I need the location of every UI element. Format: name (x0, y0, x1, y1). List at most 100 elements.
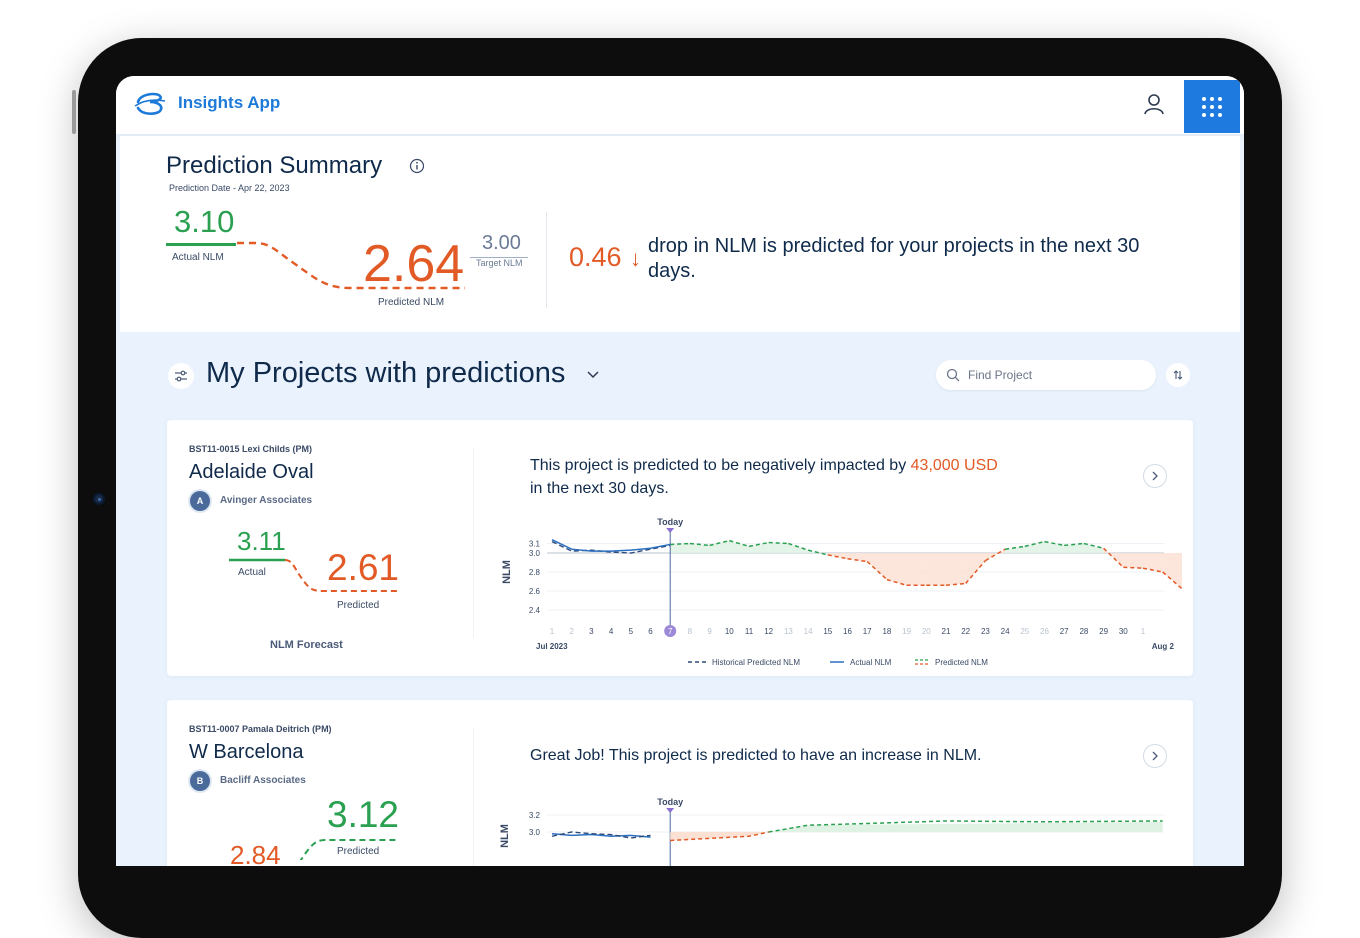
today-marker-icon (666, 528, 675, 533)
info-icon[interactable] (409, 158, 425, 174)
find-project-input[interactable] (968, 366, 1144, 384)
sort-arrows-icon (1173, 370, 1183, 380)
prediction-area-segment (1083, 543, 1104, 553)
x-tick-label: 24 (1001, 627, 1010, 636)
prediction-area-segment (749, 542, 769, 553)
sliders-icon (175, 370, 187, 382)
project-actual-value: 2.84 (230, 840, 281, 866)
x-tick-label: 27 (1060, 627, 1069, 636)
projects-section-title[interactable]: My Projects with predictions (206, 357, 566, 389)
grid-icon (1202, 96, 1222, 117)
drop-message: drop in NLM is predicted for your projec… (648, 235, 1140, 282)
x-tick-label: 26 (1040, 627, 1049, 636)
project-actual-label: Actual (238, 567, 266, 578)
y-tick-label: 2.6 (529, 587, 541, 596)
project-name[interactable]: W Barcelona (189, 741, 304, 763)
apps-menu-button[interactable] (1184, 80, 1240, 133)
y-axis-label: NLM (501, 560, 513, 584)
predicted-nlm-segment (709, 539, 730, 547)
project-trend-line (299, 839, 398, 860)
filter-button[interactable] (168, 363, 194, 389)
x-tick-label: 30 (1119, 627, 1128, 636)
predicted-nlm-segment (886, 578, 907, 587)
actual-underline (166, 243, 236, 246)
summary-actual-label: Actual NLM (172, 252, 224, 263)
predicted-nlm-segment (788, 542, 809, 551)
nlm-forecast-label: NLM Forecast (270, 639, 343, 651)
x-tick-label: 11 (745, 627, 754, 636)
down-arrow-icon: ↓ (630, 246, 641, 271)
x-tick-label: 18 (882, 627, 891, 636)
project-trend-line (229, 558, 398, 592)
prediction-area-segment (1005, 546, 1025, 553)
x-axis-start-label: Jul 2023 (536, 642, 568, 651)
user-profile-icon[interactable] (1140, 90, 1168, 118)
predicted-nlm-segment (945, 582, 966, 587)
sort-button[interactable] (1166, 363, 1190, 387)
today-label: Today (657, 797, 683, 807)
open-project-button[interactable] (1143, 744, 1167, 768)
open-project-button[interactable] (1143, 464, 1167, 488)
x-tick-label: 6 (648, 627, 653, 636)
prediction-area-segment (1024, 541, 1045, 553)
chevron-down-icon[interactable] (586, 368, 600, 382)
drop-value: 0.46 (569, 242, 622, 272)
today-marker-icon (666, 808, 675, 813)
x-tick-label: 21 (942, 627, 951, 636)
actual-nlm-line (551, 539, 671, 552)
project-message: This project is predicted to be negative… (530, 454, 1130, 500)
project-code: BST11-0007 Pamala Deitrich (PM) (189, 724, 332, 734)
predicted-nlm-segment (1004, 545, 1025, 550)
app-screen: Insights App Prediction Summary Predicti… (116, 76, 1244, 866)
find-project-search[interactable] (936, 360, 1156, 390)
predicted-nlm-segment (807, 549, 828, 556)
nlm-forecast-chart: 3.2 3.0 NLM Today (499, 797, 1164, 866)
tablet-side-button (72, 90, 76, 134)
prediction-area-segment (886, 553, 907, 586)
prediction-area-segment (847, 553, 868, 562)
prediction-area-segment (1143, 553, 1163, 572)
prediction-summary-panel: Prediction Summary Prediction Date - Apr… (120, 136, 1240, 332)
tablet-camera (93, 493, 105, 505)
prediction-date: Prediction Date - Apr 22, 2023 (169, 183, 290, 193)
legend-actual-label: Actual NLM (850, 658, 892, 667)
x-tick-label: 3 (589, 627, 594, 636)
prediction-area-segment (768, 821, 1163, 832)
chevron-right-icon (1152, 471, 1158, 481)
associate-avatar: A (190, 491, 210, 511)
predicted-nlm-segment (827, 554, 848, 560)
x-tick-label: 22 (961, 627, 970, 636)
predicted-nlm-segment (847, 557, 868, 563)
prediction-area-segment (729, 540, 749, 553)
project-card[interactable]: BST11-0007 Pamala Deitrich (PM) W Barcel… (167, 700, 1193, 866)
associate-avatar: B (190, 771, 210, 791)
predicted-nlm-segment (1103, 547, 1124, 568)
summary-target-label: Target NLM (476, 258, 523, 268)
app-title: Insights App (178, 93, 281, 112)
project-card[interactable]: BST11-0015 Lexi Childs (PM) Adelaide Ova… (167, 420, 1193, 676)
prediction-area-segment (906, 553, 927, 586)
prediction-area-segment (926, 553, 946, 586)
x-axis-end-label: Aug 2 (1152, 642, 1175, 651)
project-predicted-label: Predicted (337, 600, 380, 611)
x-tick-label: 7 (668, 627, 673, 636)
card-divider (473, 728, 474, 866)
x-tick-label: 13 (784, 627, 793, 636)
x-tick-label: 14 (804, 627, 813, 636)
x-tick-label: 17 (863, 627, 872, 636)
summary-trend-line (237, 241, 465, 290)
search-icon (946, 368, 960, 382)
chevron-right-icon (1152, 751, 1158, 761)
project-predicted-value: 3.12 (327, 794, 400, 835)
predicted-nlm-segment (1044, 540, 1065, 547)
x-tick-label: 28 (1079, 627, 1088, 636)
predicted-nlm-segment (670, 831, 769, 842)
project-name[interactable]: Adelaide Oval (189, 461, 314, 483)
prediction-area-segment (1064, 543, 1084, 553)
project-predicted-value: 2.61 (327, 547, 400, 588)
card-divider (473, 448, 474, 638)
prediction-area-segment (965, 553, 986, 584)
message-text-end: in the next 30 days. (530, 480, 669, 497)
app-logo-icon (134, 92, 166, 115)
